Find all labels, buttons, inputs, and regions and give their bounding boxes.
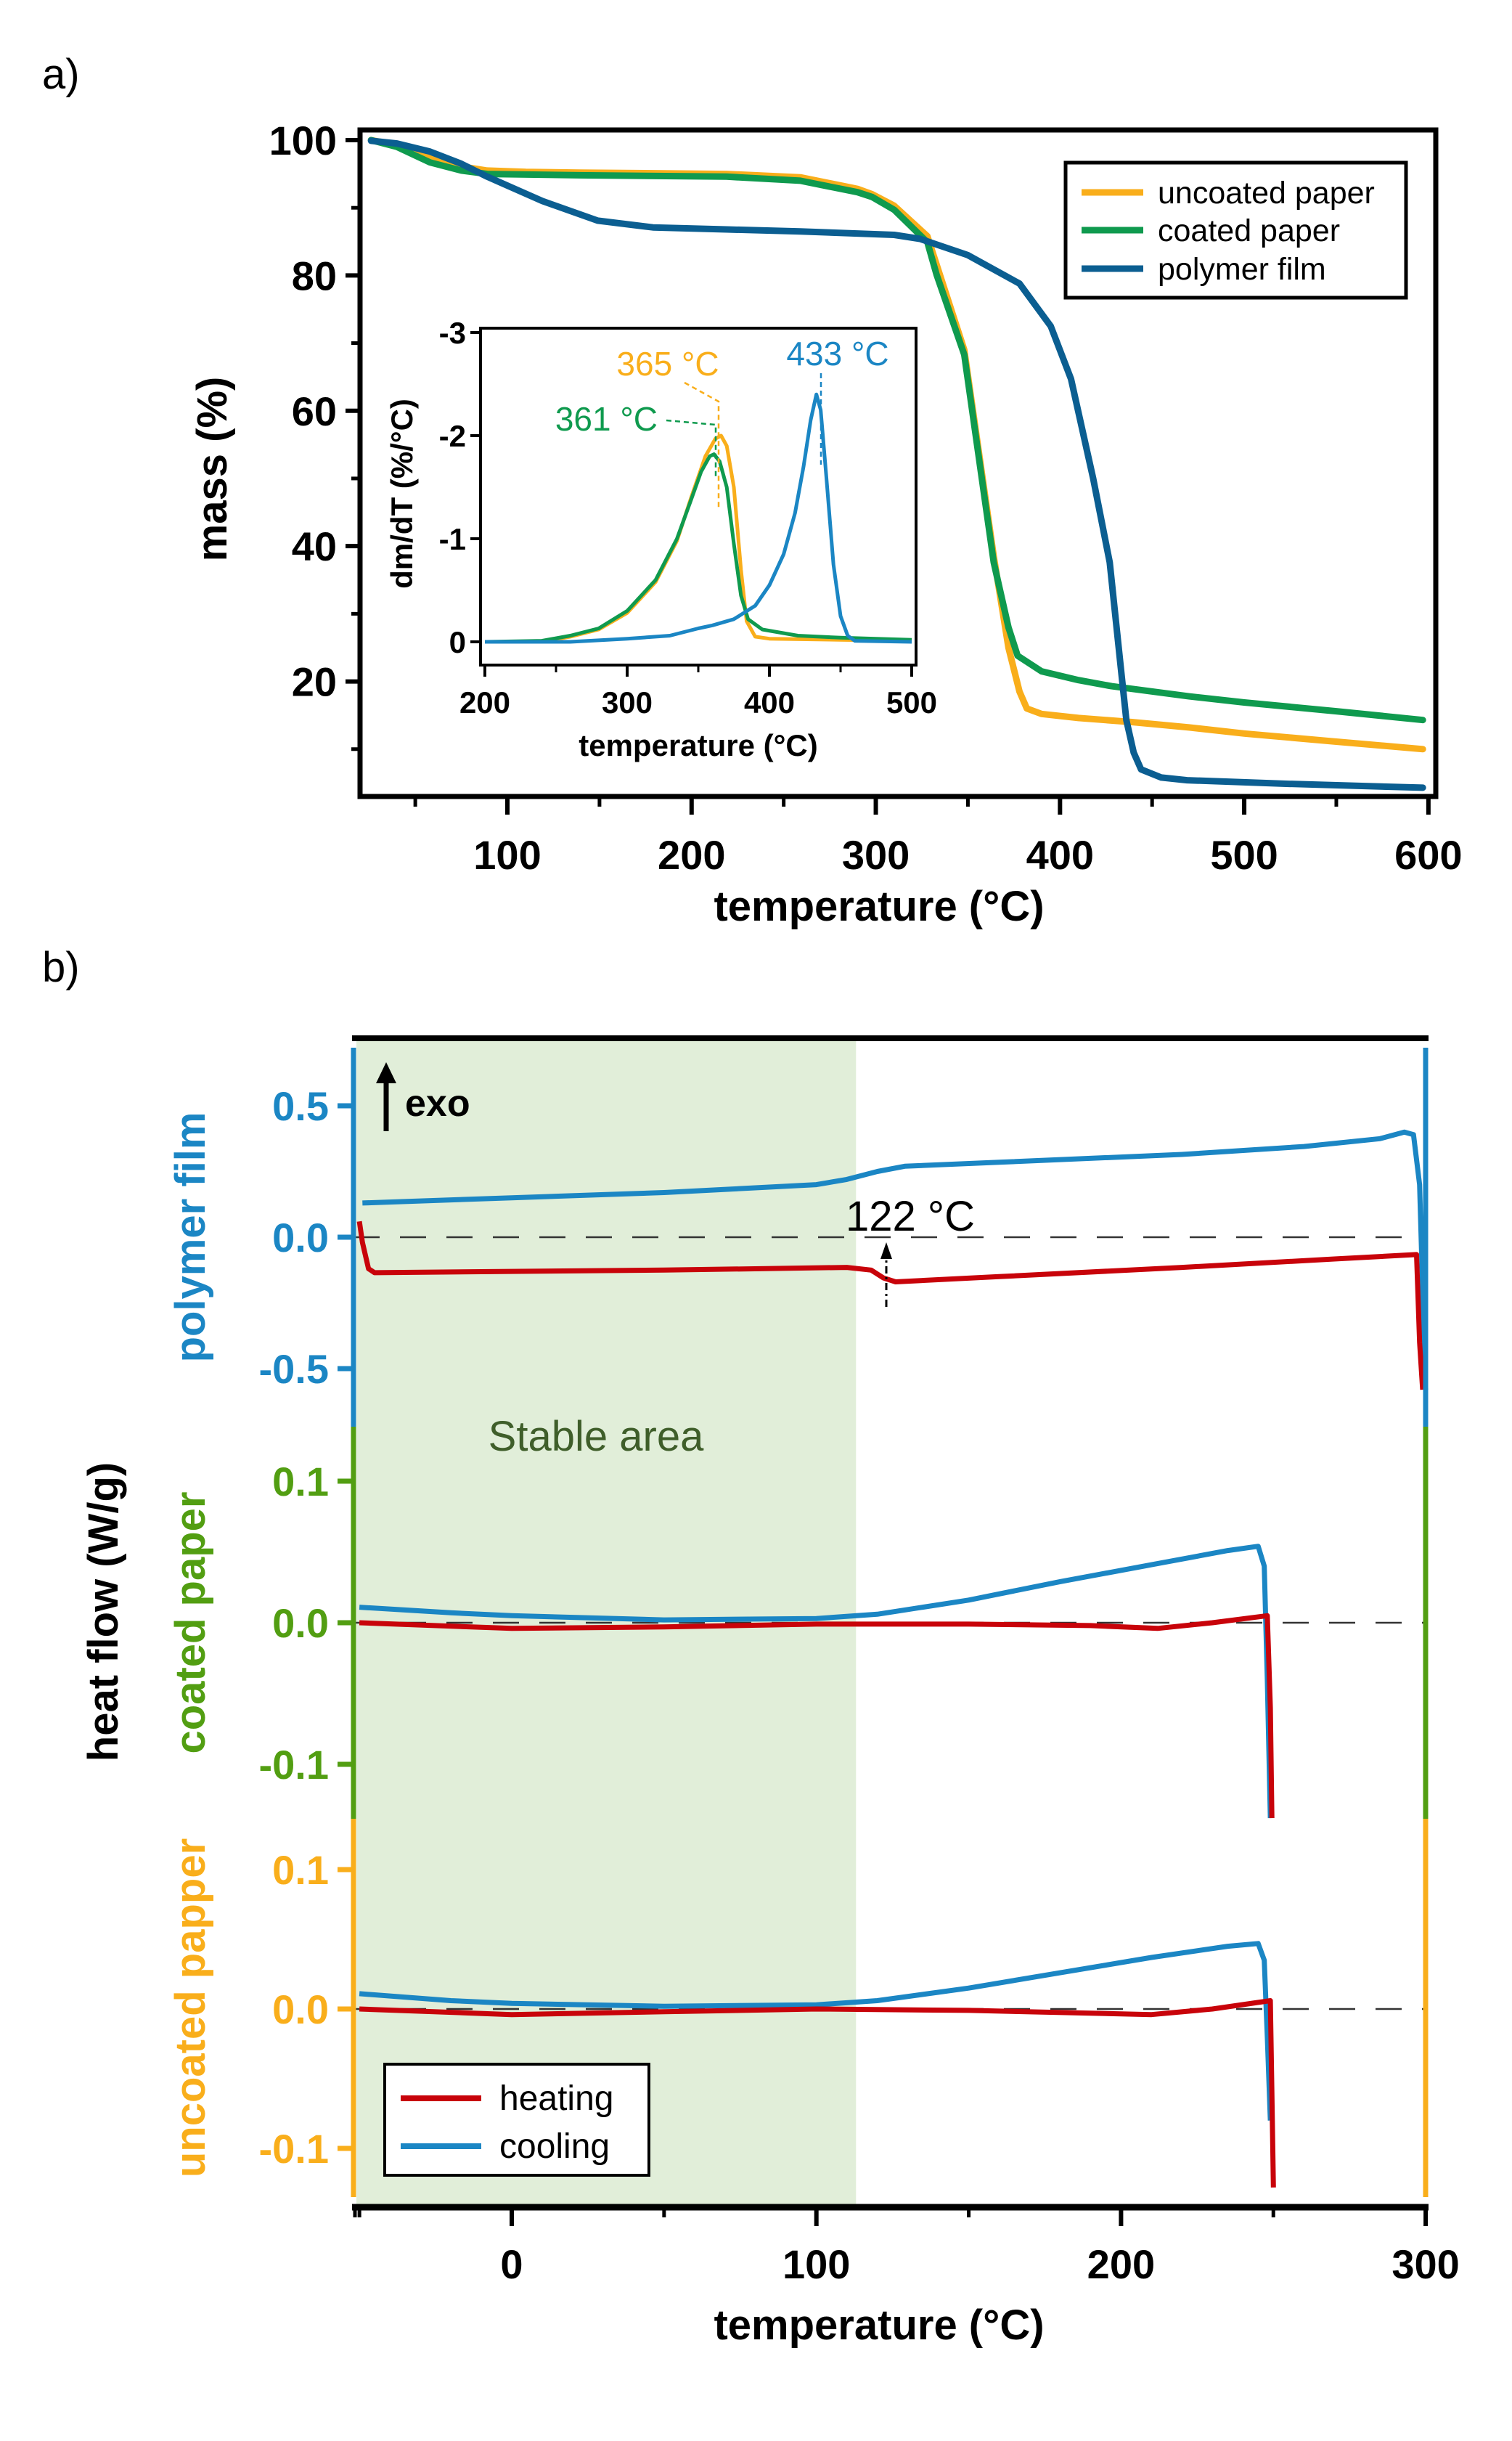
y-tick-label: 80 (292, 253, 337, 298)
x-tick-label: 0 (500, 2241, 523, 2287)
x-tick-label: 300 (1392, 2241, 1459, 2287)
inset-y-tick-label: 0 (449, 625, 466, 659)
inset-x-tick-label: 300 (602, 685, 653, 720)
panel-a-y-ticks: 20 40 60 80 100 (269, 118, 360, 751)
inset-x-axis-title: temperature (°C) (579, 728, 818, 762)
exo-label: exo (405, 1083, 470, 1125)
peak-leader-line (684, 381, 720, 508)
inset-y-tick-label: -3 (439, 316, 466, 350)
y-tick-label: 100 (269, 118, 337, 163)
subplot-label-polymer-film: polymer film (167, 1112, 214, 1363)
y-tick-label: 40 (292, 523, 337, 569)
y-tick-label: 0.0 (272, 1215, 329, 1260)
y-tick-label: 0.5 (272, 1083, 329, 1129)
inset-y-tick-label: -2 (439, 419, 466, 453)
panel-a-label: a) (42, 51, 80, 98)
exo-arrowhead-icon (376, 1062, 396, 1083)
stable-area-label: Stable area (489, 1413, 704, 1460)
y-tick-label: 60 (292, 388, 337, 434)
legend-label-uncoated-paper: uncoated paper (1158, 176, 1375, 211)
y-tick-label: 0.0 (272, 1600, 329, 1646)
series-line-polymer-film (367, 137, 1426, 791)
legend-label-heating: heating (499, 2079, 613, 2118)
y-tick-label: 20 (292, 659, 337, 705)
inset-x-tick-label: 400 (744, 685, 795, 720)
panel-b-axes: 0.5 0.0 -0.5 0.1 0.0 -0.1 0.1 0.0 -0.1 (259, 1035, 1429, 2211)
x-tick-label: 500 (1210, 832, 1278, 878)
series-line-polymer-film-heating (356, 1220, 1426, 1390)
series-line-uncoated-papper-cooling (359, 1941, 1273, 2121)
inset-y-axis-title: dm/dT (%/°C) (385, 399, 419, 589)
panel-a-plot-frame (357, 127, 1439, 799)
x-tick-label: 300 (842, 832, 910, 878)
y-tick-label: 0.0 (272, 1986, 329, 2032)
panel-a-legend: uncoated paper coated paper polymer film (1063, 160, 1408, 300)
glass-transition-label: 122 °C (846, 1193, 975, 1240)
y-tick-label: -0.1 (259, 1742, 330, 1788)
panel-b-label: b) (42, 944, 80, 991)
series-line-coated-paper-cooling (359, 1544, 1273, 1819)
inset-peak-annotations: 365 °C 361 °C 433 °C (555, 335, 889, 508)
legend-label-polymer-film: polymer film (1158, 252, 1326, 287)
glass-transition-annotation: 122 °C (846, 1193, 975, 1307)
subplot-label-uncoated-papper: uncoated papper (167, 1838, 214, 2177)
y-tick-label: 0.1 (272, 1459, 329, 1504)
y-tick-label: 0.1 (272, 1847, 329, 1893)
panel-b-y-axis-title: heat flow (W/g) (80, 1462, 127, 1761)
glass-transition-arrow-icon (880, 1242, 892, 1259)
panel-b-legend: heating cooling (383, 2063, 650, 2177)
series-line-polymer-film-cooling (362, 1129, 1429, 1390)
y-tick-label: -0.5 (259, 1346, 330, 1392)
panel-a-series (367, 136, 1426, 791)
x-tick-label: 100 (782, 2241, 850, 2287)
series-line-coated-paper-heating (359, 1613, 1275, 1819)
subplot-label-coated-paper: coated paper (167, 1492, 214, 1754)
inset-y-tick-label: -1 (439, 522, 466, 556)
peak-label-365-c: 365 °C (616, 345, 719, 383)
x-tick-label: 600 (1394, 832, 1462, 878)
inset-y-ticks: -3 -2 -1 0 (439, 316, 481, 659)
x-tick-label: 400 (1026, 832, 1094, 878)
x-tick-label: 200 (658, 832, 725, 878)
inset-x-tick-label: 200 (459, 685, 510, 720)
panel-a-x-axis-title: temperature (°C) (714, 883, 1044, 930)
series-line-uncoated-paper (367, 136, 1426, 753)
inset-x-tick-label: 500 (886, 685, 937, 720)
inset-series-line-polymer-film (485, 392, 912, 644)
panel-b-x-ticks: 0 100 200 300 (353, 2207, 1460, 2287)
x-tick-label: 200 (1087, 2241, 1155, 2287)
exo-indicator: exo (376, 1062, 470, 1131)
legend-box (383, 2063, 650, 2177)
panel-a: a) 100 200 300 400 500 600 20 40 60 80 100 temper… (42, 51, 1463, 930)
panel-b: b) Stable area 0.50.0-0.50.10.0-0.10.10.… (42, 944, 1460, 2349)
legend-label-cooling: cooling (499, 2127, 610, 2166)
x-tick-label: 100 (473, 832, 541, 878)
series-line-uncoated-papper-heating (359, 1998, 1276, 2188)
panel-a-y-axis-title: mass (%) (189, 377, 236, 562)
panel-b-x-axis-title: temperature (°C) (714, 2302, 1044, 2349)
panel-a-x-ticks: 100 200 300 400 500 600 (413, 796, 1463, 878)
peak-label-361-c: 361 °C (555, 400, 658, 438)
panel-b-series (356, 1129, 1429, 2188)
peak-label-433-c: 433 °C (786, 335, 888, 372)
inset-x-ticks: 200 300 400 500 (459, 665, 937, 720)
subplot-labels: polymer film coated paper uncoated papper (167, 1112, 214, 2178)
inset-series-line-coated-paper (484, 452, 912, 644)
panel-a-frame (357, 127, 1439, 799)
legend-label-coated-paper: coated paper (1158, 213, 1340, 248)
y-tick-label: -0.1 (259, 2126, 330, 2172)
